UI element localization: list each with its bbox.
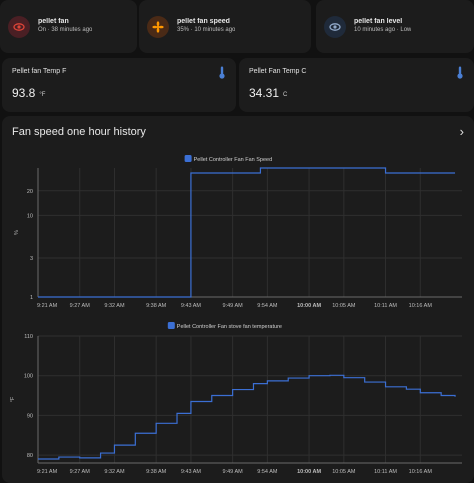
temp-c-card[interactable]: Pellet Fan Temp C 34.31 C [239,58,474,112]
tile-name: pellet fan level [354,18,403,26]
pellet-fan-speed-tile[interactable]: pellet fan speed 35% · 10 minutes ago [139,0,311,53]
history-card: Fan speed one hour history › [2,116,474,483]
history-title: Fan speed one hour history [12,126,146,138]
tile-state: 10 minutes ago · Low [354,27,412,34]
fan-level-icon [324,15,346,38]
tile-name: pellet fan speed [177,18,230,26]
tile-name: pellet fan [38,18,69,26]
tile-state: On · 38 minutes ago [38,27,93,34]
fan-icon [8,15,30,38]
thermometer-icon [456,66,464,84]
fan-speed-icon [147,15,169,38]
tile-state: 35% · 10 minutes ago [177,27,236,34]
pellet-fan-tile[interactable]: pellet fan On · 38 minutes ago [0,0,137,53]
sensor-unit: C [283,92,288,98]
sensor-value: 34.31 [249,86,280,100]
sensor-unit: °F [39,92,46,98]
temp-f-card[interactable]: Pellet fan Temp F 93.8 °F [2,58,236,112]
thermometer-icon [218,66,226,84]
sensor-name: Pellet fan Temp F [12,68,67,75]
sensor-name: Pellet Fan Temp C [249,68,307,75]
pellet-fan-level-tile[interactable]: pellet fan level 10 minutes ago · Low [316,0,474,53]
sensor-value: 93.8 [12,86,36,100]
chevron-right-icon[interactable]: › [459,124,464,139]
